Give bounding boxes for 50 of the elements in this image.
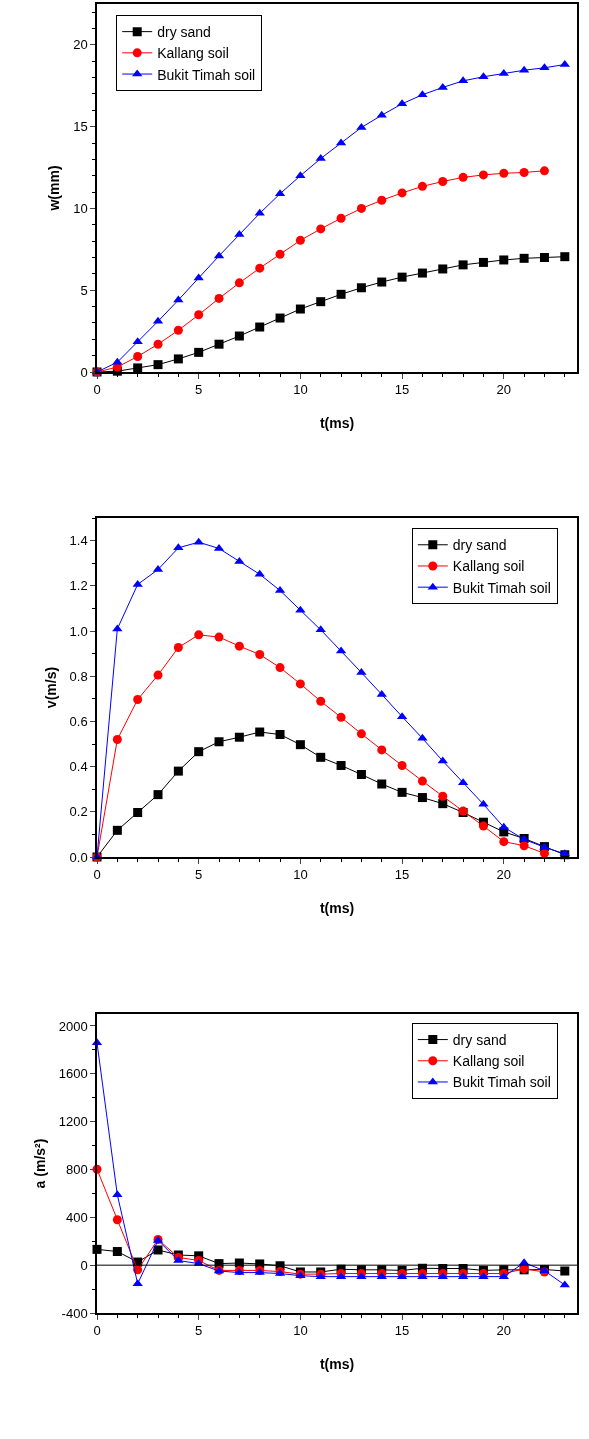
legend-label: Bukit Timah soil (452, 1074, 551, 1091)
y-tick-label: 0.8 (69, 668, 88, 684)
y-tick-label: 1200 (58, 1114, 88, 1130)
x-tick-label: 20 (496, 1323, 512, 1339)
legend-label: dry sand (452, 537, 507, 554)
x-tick-label: 15 (394, 1323, 410, 1339)
legend-label: Kallang soil (452, 558, 525, 575)
y-tick-label: 20 (73, 37, 88, 53)
x-tick-label: 10 (293, 382, 308, 398)
x-tick-label: 5 (195, 382, 203, 398)
y-tick-label: 5 (80, 282, 88, 298)
x-tick-label: 0 (93, 1323, 101, 1339)
y-tick-label: 0.6 (69, 713, 88, 729)
x-tick-label: 15 (394, 382, 410, 398)
y-tick-label: 0.4 (69, 759, 88, 775)
y-tick-label: 10 (73, 200, 88, 216)
x-tick-label: 5 (195, 867, 203, 883)
y-axis-title: w(mm) (46, 165, 63, 212)
y-tick-label: 1.4 (69, 533, 88, 549)
legend-label: Bukit Timah soil (157, 66, 256, 83)
y-axis-title: v(m/s) (42, 666, 59, 709)
x-tick-label: 20 (496, 867, 512, 883)
y-tick-label: 1600 (58, 1066, 88, 1082)
x-tick-label: 10 (293, 867, 308, 883)
x-axis-title: t(ms) (319, 1356, 355, 1373)
y-tick-label: 0.2 (69, 804, 88, 820)
legend-label: dry sand (452, 1032, 507, 1049)
x-tick-label: 15 (394, 867, 410, 883)
y-tick-label: 0.0 (69, 849, 88, 865)
legend-label: Bukit Timah soil (452, 579, 551, 596)
legend-label: Kallang soil (157, 45, 229, 62)
y-tick-label: 0 (80, 1257, 88, 1273)
y-tick-label: -400 (61, 1305, 88, 1321)
y-tick-label: 15 (73, 119, 88, 135)
y-tick-label: 0 (80, 364, 88, 380)
x-tick-label: 5 (195, 1323, 203, 1339)
x-tick-label: 0 (93, 382, 101, 398)
y-axis-title: a (m/s²) (31, 1138, 48, 1189)
x-axis-title: t(ms) (319, 415, 355, 432)
y-tick-label: 1.2 (69, 578, 88, 594)
x-tick-label: 20 (496, 382, 512, 398)
y-tick-label: 800 (65, 1162, 88, 1178)
x-tick-label: 10 (293, 1323, 308, 1339)
x-axis-title: t(ms) (319, 900, 355, 917)
x-tick-label: 0 (93, 867, 101, 883)
y-tick-label: 1.0 (69, 623, 88, 639)
legend-label: Kallang soil (452, 1053, 525, 1070)
legend-label: dry sand (157, 24, 211, 41)
y-tick-label: 2000 (58, 1018, 88, 1034)
y-tick-label: 400 (65, 1209, 88, 1225)
